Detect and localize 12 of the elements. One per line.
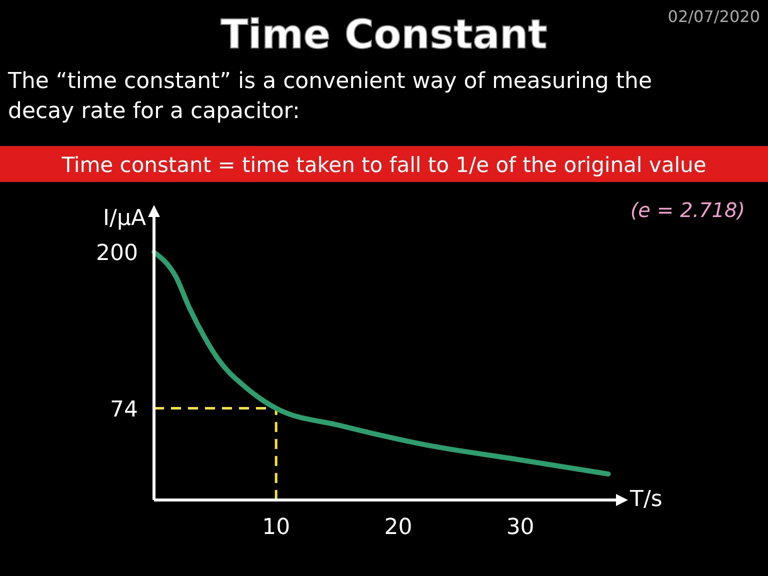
text: 02/07/2020 [668, 7, 760, 26]
x-tick-label: 20 [384, 515, 412, 540]
y-tick-label: 200 [96, 241, 138, 266]
text: (e = 2.718) [630, 198, 745, 222]
chart-subtitle: The “time constant” is a convenient way of measuring the decay rate for a capacitor: [7, 69, 652, 124]
x-tick-label: 30 [506, 515, 534, 540]
y-axis-title: I/μA [103, 206, 146, 231]
y-tick-label: 74 [110, 397, 138, 422]
x-tick-label: 10 [262, 515, 290, 540]
text: Time constant = time taken to fall to 1/e of the original value [60, 153, 706, 177]
chart-title: Time Constant [220, 12, 548, 58]
x-axis-title: T/s [629, 487, 662, 512]
